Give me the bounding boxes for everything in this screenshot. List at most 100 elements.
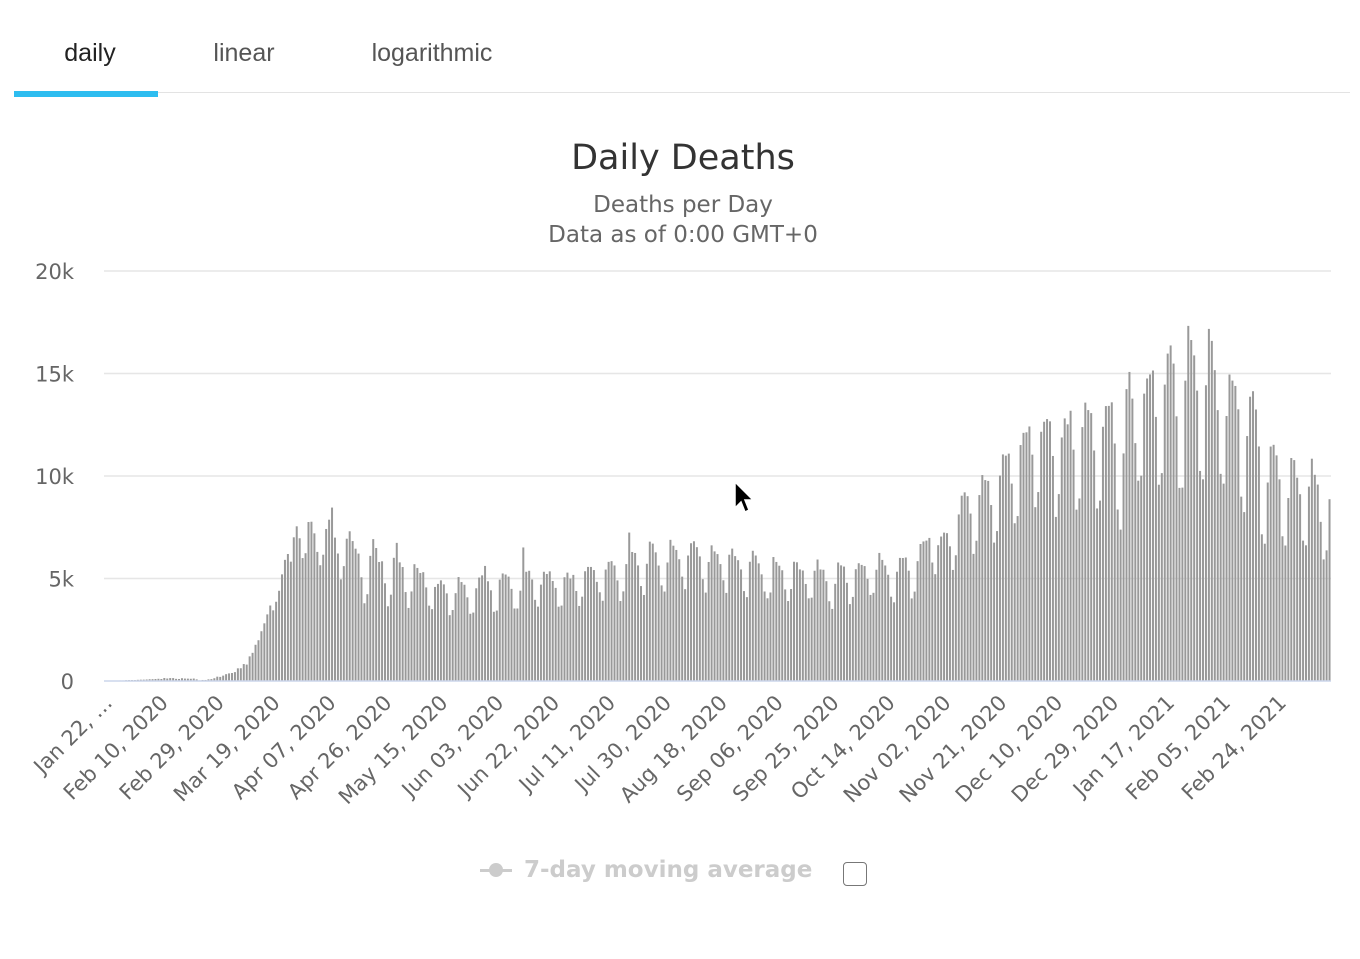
bar[interactable] [428, 606, 430, 681]
bar[interactable] [1034, 507, 1036, 681]
bar[interactable] [852, 597, 854, 681]
bar[interactable] [413, 564, 415, 681]
bar[interactable] [1231, 381, 1233, 681]
bar[interactable] [675, 550, 677, 681]
bar[interactable] [831, 609, 833, 681]
bar[interactable] [914, 592, 916, 681]
bar[interactable] [1049, 421, 1051, 681]
bar[interactable] [1246, 436, 1248, 681]
bar[interactable] [281, 574, 283, 681]
bar[interactable] [513, 609, 515, 681]
bar[interactable] [1040, 432, 1042, 681]
bar[interactable] [313, 533, 315, 681]
bar[interactable] [1134, 443, 1136, 681]
bar[interactable] [269, 606, 271, 682]
bar[interactable] [455, 593, 457, 681]
bar[interactable] [1296, 478, 1298, 681]
bar[interactable] [817, 560, 819, 681]
bar[interactable] [1152, 370, 1154, 681]
bar[interactable] [1264, 544, 1266, 681]
bar[interactable] [569, 579, 571, 681]
bar[interactable] [1181, 488, 1183, 681]
bar[interactable] [240, 668, 242, 681]
bar[interactable] [440, 580, 442, 681]
bar[interactable] [1020, 445, 1022, 681]
bar[interactable] [687, 556, 689, 681]
bar[interactable] [1078, 498, 1080, 681]
bar[interactable] [581, 597, 583, 681]
bar[interactable] [958, 514, 960, 681]
bar[interactable] [575, 591, 577, 681]
bar[interactable] [493, 612, 495, 681]
bar[interactable] [378, 562, 380, 681]
bar[interactable] [1108, 406, 1110, 681]
bar[interactable] [302, 558, 304, 681]
bar[interactable] [964, 492, 966, 681]
tab-linear[interactable]: linear [176, 0, 312, 92]
bar[interactable] [1120, 530, 1122, 681]
bar[interactable] [893, 602, 895, 681]
bar[interactable] [749, 562, 751, 681]
bar[interactable] [634, 553, 636, 681]
bar[interactable] [387, 606, 389, 681]
bar[interactable] [1211, 341, 1213, 681]
bar[interactable] [761, 574, 763, 681]
bar[interactable] [1167, 354, 1169, 681]
bar[interactable] [1276, 455, 1278, 681]
bar[interactable] [1326, 550, 1328, 681]
bar[interactable] [616, 580, 618, 681]
bar[interactable] [622, 591, 624, 681]
bar[interactable] [590, 567, 592, 681]
bar[interactable] [572, 575, 574, 681]
bar[interactable] [1081, 427, 1083, 681]
bar[interactable] [1170, 345, 1172, 681]
bar[interactable] [249, 656, 251, 681]
bar[interactable] [305, 553, 307, 681]
moving-average-checkbox[interactable] [843, 862, 867, 886]
bar[interactable] [1279, 479, 1281, 681]
bar[interactable] [764, 592, 766, 682]
bar[interactable] [1043, 422, 1045, 681]
bar[interactable] [499, 580, 501, 681]
bar[interactable] [393, 558, 395, 681]
bar[interactable] [1261, 534, 1263, 681]
bar[interactable] [996, 531, 998, 681]
bar[interactable] [375, 548, 377, 681]
bar[interactable] [1299, 494, 1301, 681]
bar[interactable] [961, 496, 963, 681]
bar[interactable] [446, 593, 448, 681]
bar[interactable] [287, 554, 289, 681]
bar[interactable] [990, 505, 992, 681]
bar[interactable] [358, 554, 360, 681]
bar[interactable] [384, 583, 386, 681]
bar[interactable] [725, 593, 727, 681]
bar[interactable] [555, 588, 557, 681]
bar[interactable] [911, 598, 913, 681]
bar[interactable] [981, 475, 983, 681]
bar[interactable] [922, 541, 924, 681]
bar[interactable] [814, 571, 816, 681]
bar[interactable] [1158, 485, 1160, 681]
bar[interactable] [1308, 487, 1310, 681]
bar[interactable] [363, 603, 365, 681]
bar[interactable] [872, 593, 874, 681]
bar[interactable] [434, 587, 436, 681]
bar[interactable] [928, 538, 930, 681]
bar[interactable] [984, 480, 986, 681]
bar[interactable] [1137, 481, 1139, 681]
bar[interactable] [1067, 424, 1069, 681]
bar[interactable] [661, 585, 663, 681]
bar[interactable] [931, 563, 933, 681]
bar[interactable] [1025, 432, 1027, 681]
bar[interactable] [822, 570, 824, 681]
bar[interactable] [1008, 454, 1010, 681]
bar[interactable] [843, 567, 845, 681]
bar[interactable] [425, 587, 427, 681]
bar[interactable] [275, 602, 277, 681]
bar[interactable] [740, 569, 742, 681]
bar[interactable] [299, 538, 301, 681]
bar[interactable] [1131, 399, 1133, 681]
bar[interactable] [905, 557, 907, 681]
bar[interactable] [855, 569, 857, 681]
bar[interactable] [246, 665, 248, 681]
